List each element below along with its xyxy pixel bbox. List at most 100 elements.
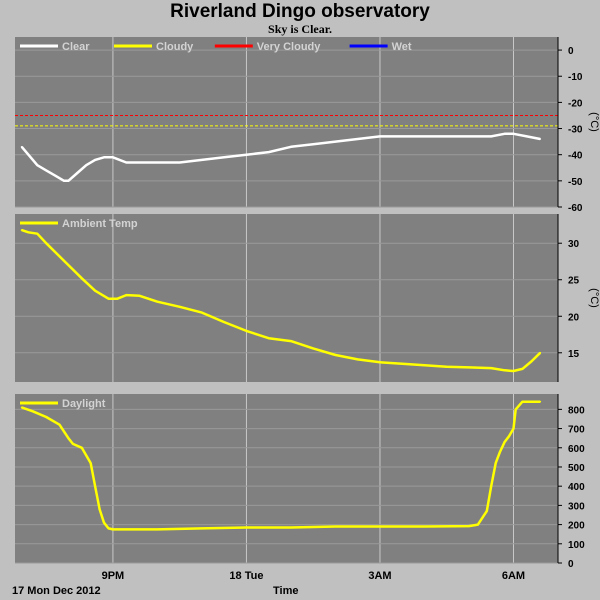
data-point (94, 289, 97, 292)
chart-title: Riverland Dingo observatory (170, 1, 430, 22)
data-point (20, 406, 23, 409)
data-point (514, 408, 517, 411)
data-point (27, 231, 30, 234)
y-tick-label: -20 (568, 98, 583, 109)
data-point (499, 450, 502, 453)
data-point (245, 526, 248, 529)
data-point (503, 441, 506, 443)
panel-sky: 0 -10 -20 -30 -40 -50 -60 (°C) Clear Cloudy Very C… (15, 37, 600, 214)
data-point (116, 297, 119, 300)
data-point (156, 161, 159, 164)
data-point (31, 410, 34, 413)
data-point (20, 145, 23, 148)
data-point (76, 172, 79, 174)
x-tick-label: 3AM (368, 570, 391, 582)
y-tick-label: 600 (568, 444, 585, 455)
data-point (423, 525, 426, 528)
data-point (71, 443, 74, 445)
data-point (490, 485, 493, 488)
y-tick-label: 0 (568, 46, 574, 57)
data-point (468, 525, 470, 528)
y-tick-label: -50 (568, 177, 583, 188)
data-point (312, 143, 315, 146)
data-point (125, 294, 128, 296)
data-point (45, 169, 48, 172)
data-point (379, 525, 381, 528)
data-point (356, 358, 359, 361)
plot-area (15, 37, 558, 207)
y-tick-label: 25 (568, 276, 580, 287)
data-point (525, 135, 528, 138)
legend-label: Daylight (62, 398, 106, 410)
y-axis-label: (°C) (588, 112, 600, 132)
data-point (103, 521, 105, 524)
data-point (267, 337, 270, 340)
data-point (312, 347, 315, 350)
y-tick-label: -10 (568, 72, 583, 83)
panel-daylight: 800 700 600 500 400 300 200 100 0 Daylight 9PM 18 T… (15, 394, 585, 582)
data-point (334, 354, 337, 356)
y-tick-label: 800 (568, 405, 585, 416)
data-point (112, 528, 114, 531)
data-point (63, 179, 65, 182)
data-point (512, 370, 515, 372)
data-point (134, 528, 137, 531)
data-point (89, 462, 92, 465)
y-tick-label: -40 (568, 151, 583, 162)
y-tick-label: 15 (568, 349, 580, 360)
data-point (45, 242, 48, 245)
data-point (138, 294, 141, 297)
data-point (36, 164, 39, 167)
data-point (67, 437, 70, 440)
data-point (490, 135, 493, 138)
legend-label: Very Cloudy (257, 41, 321, 53)
data-point (468, 135, 470, 138)
y-tick-label: -60 (568, 203, 583, 214)
y-axis-label: (°C) (588, 288, 600, 308)
data-point (290, 526, 292, 529)
data-point (539, 351, 542, 354)
y-tick-label: 0 (568, 559, 574, 570)
legend-label: Wet (392, 41, 412, 53)
data-point (58, 423, 61, 426)
data-point (94, 159, 97, 161)
plot-area (15, 394, 558, 563)
data-point (512, 132, 515, 135)
legend-label: Clear (62, 41, 90, 53)
data-point (107, 527, 110, 530)
data-point (178, 305, 181, 308)
data-point (103, 156, 105, 159)
data-point (530, 360, 533, 363)
data-point (54, 174, 56, 177)
data-point (490, 367, 493, 370)
data-point (20, 229, 23, 231)
x-tick-label: 9PM (102, 570, 125, 582)
data-point (201, 527, 203, 530)
data-point (521, 400, 524, 403)
data-point (379, 135, 381, 138)
data-point (401, 135, 404, 138)
legend-label: Ambient Temp (62, 218, 138, 230)
y-tick-label: 30 (568, 239, 580, 250)
y-tick-label: -30 (568, 125, 583, 136)
data-point (503, 369, 506, 372)
x-tick-label: 6AM (502, 570, 525, 582)
y-tick-label: 400 (568, 482, 585, 493)
data-point (379, 361, 381, 364)
data-point (67, 264, 70, 267)
data-point (485, 510, 488, 513)
data-point (223, 321, 226, 324)
y-tick-label: 700 (568, 425, 585, 436)
data-point (445, 135, 448, 138)
data-point (156, 300, 159, 303)
data-point (45, 416, 48, 418)
data-point (334, 525, 337, 528)
data-point (27, 153, 30, 156)
series-line-clear (20, 132, 541, 183)
data-point (178, 161, 181, 164)
data-point (112, 156, 114, 159)
data-point (107, 297, 110, 300)
data-point (508, 435, 510, 438)
data-point (125, 161, 128, 164)
